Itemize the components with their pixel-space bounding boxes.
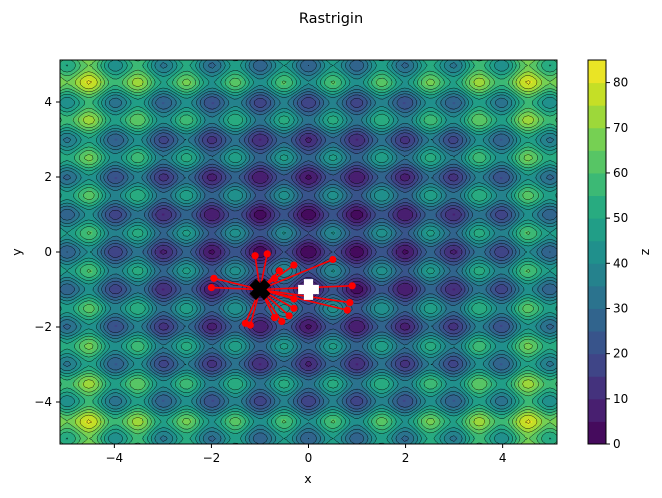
chart-title: Rastrigin xyxy=(299,11,363,27)
plot-area xyxy=(60,60,558,445)
contour-fill xyxy=(60,60,558,445)
